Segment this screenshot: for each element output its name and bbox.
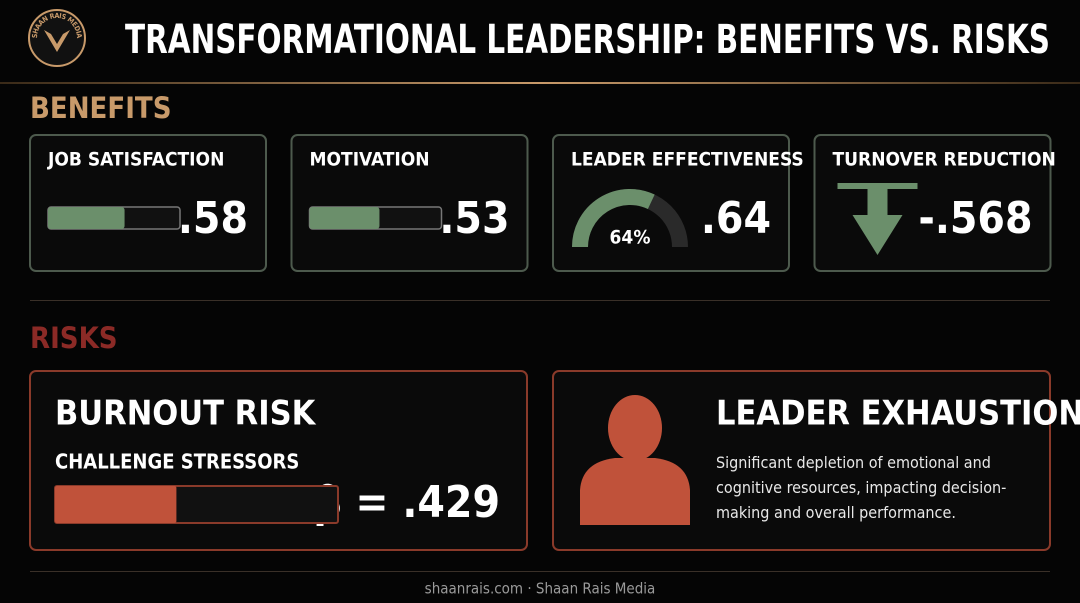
risk-value: β = .429 xyxy=(313,477,500,528)
benefit-card xyxy=(29,134,267,272)
section-heading: RISKS xyxy=(30,321,118,355)
card-title: LEADER EFFECTIVENESS xyxy=(571,149,804,171)
page-title: TRANSFORMATIONAL LEADERSHIP: BENEFITS VS… xyxy=(125,17,1050,63)
risk-description: Significant depletion of emotional and c… xyxy=(716,453,1007,522)
divider xyxy=(0,82,1080,84)
divider xyxy=(30,571,1050,572)
gauge-label: 64% xyxy=(610,227,651,249)
card-value: .53 xyxy=(439,193,509,244)
logo-icon xyxy=(44,30,70,52)
card-value: .58 xyxy=(178,193,248,244)
risk-title: LEADER EXHAUSTION xyxy=(716,394,1080,434)
card-title: JOB SATISFACTION xyxy=(47,149,224,171)
bar-fill xyxy=(55,486,177,523)
card-title: MOTIVATION xyxy=(310,149,430,171)
person-body xyxy=(580,458,690,525)
person-icon xyxy=(580,395,690,525)
card-title: TURNOVER REDUCTION xyxy=(833,149,1056,171)
footer: shaanrais.com · Shaan Rais Media xyxy=(425,580,656,598)
direction-arrow xyxy=(837,183,918,255)
gauge-fill xyxy=(572,189,655,248)
card-value: .64 xyxy=(701,193,771,244)
bar-fill xyxy=(48,207,125,229)
section-heading: BENEFITS xyxy=(30,91,172,125)
logo-badge xyxy=(28,9,86,67)
person-head xyxy=(608,395,662,461)
benefit-card xyxy=(290,134,529,272)
risk-title: BURNOUT RISK xyxy=(55,394,317,434)
benefit-card xyxy=(552,134,790,272)
divider xyxy=(30,300,1050,301)
description-box: Significant depletion of emotional and c… xyxy=(716,453,1007,522)
card-value: -.568 xyxy=(918,193,1032,244)
risk-subtitle: CHALLENGE STRESSORS xyxy=(55,450,299,474)
bar-fill xyxy=(309,207,380,229)
